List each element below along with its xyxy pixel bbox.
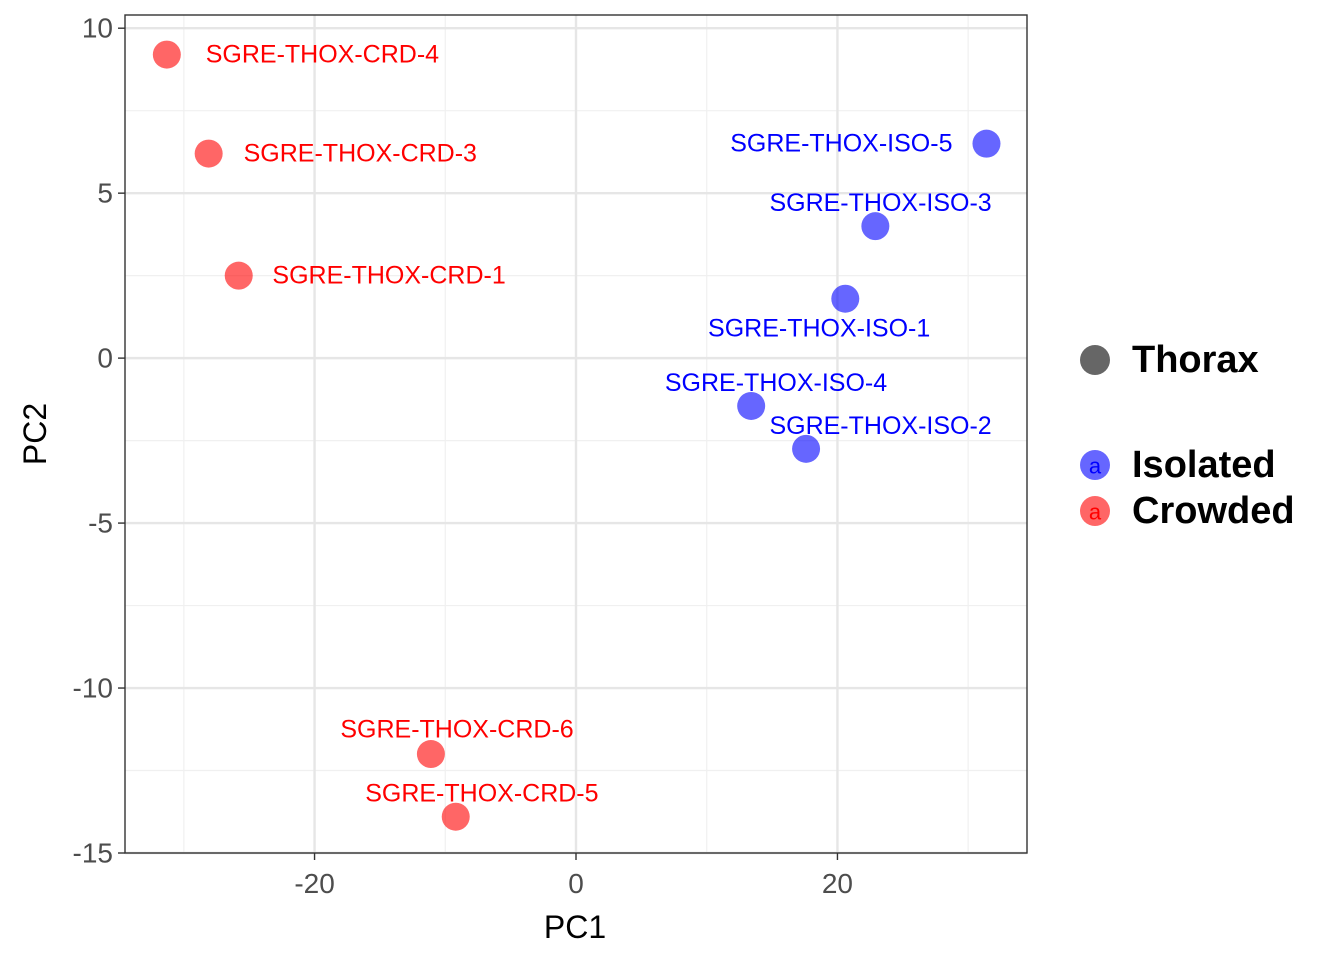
y-tick-label-10: 10 — [82, 13, 113, 44]
point-label-sgre-thox-crd-6: SGRE-THOX-CRD-6 — [340, 715, 573, 743]
y-tick-label-0: 0 — [97, 343, 113, 374]
point-label-sgre-thox-crd-3: SGRE-THOX-CRD-3 — [244, 140, 477, 168]
y-axis-title: PC2 — [17, 403, 53, 465]
y-tick-label-10: -10 — [73, 673, 113, 704]
point-sgre-thox-iso-3 — [861, 212, 890, 241]
legend-label-isolated: Isolated — [1132, 444, 1276, 486]
x-tick-label-0: 0 — [568, 868, 584, 899]
x-tick-label-20: 20 — [822, 868, 853, 899]
legend-key-glyph-isolated: a — [1089, 454, 1102, 479]
point-label-sgre-thox-iso-2: SGRE-THOX-ISO-2 — [769, 412, 991, 440]
point-label-sgre-thox-iso-3: SGRE-THOX-ISO-3 — [769, 189, 991, 217]
point-label-sgre-thox-crd-1: SGRE-THOX-CRD-1 — [272, 262, 505, 290]
legend-key-glyph-crowded: a — [1089, 500, 1102, 525]
point-label-sgre-thox-crd-4: SGRE-THOX-CRD-4 — [206, 41, 439, 69]
axes: PC1 PC2 -20 0 20 10 5 0 -5 -10 -15 — [17, 13, 853, 945]
legend-key-isolated — [1080, 450, 1110, 480]
point-sgre-thox-iso-2 — [792, 434, 821, 463]
x-axis-title: PC1 — [544, 909, 606, 945]
point-sgre-thox-crd-4 — [152, 40, 181, 69]
point-label-sgre-thox-iso-5: SGRE-THOX-ISO-5 — [730, 130, 952, 158]
point-sgre-thox-crd-1 — [224, 261, 253, 290]
legend: Thorax a Isolated a Crowded — [1080, 339, 1295, 532]
point-label-sgre-thox-iso-4: SGRE-THOX-ISO-4 — [665, 369, 887, 397]
y-tick-label-15: -15 — [73, 838, 113, 869]
point-label-sgre-thox-crd-5: SGRE-THOX-CRD-5 — [365, 780, 598, 808]
point-labels: SGRE-THOX-ISO-5 SGRE-THOX-ISO-3 SGRE-THOX-… — [206, 41, 992, 808]
y-tick-label-5: 5 — [97, 178, 113, 209]
x-tick-label-20: -20 — [294, 868, 334, 899]
point-sgre-thox-crd-3 — [194, 139, 223, 168]
point-sgre-thox-iso-1 — [831, 284, 860, 313]
data-points — [152, 40, 1001, 831]
point-sgre-thox-iso-5 — [972, 129, 1001, 158]
point-sgre-thox-crd-5 — [441, 802, 470, 831]
point-sgre-thox-iso-4 — [737, 391, 766, 420]
point-label-sgre-thox-iso-1: SGRE-THOX-ISO-1 — [708, 314, 930, 342]
legend-key-thorax — [1080, 345, 1110, 375]
legend-key-crowded — [1080, 496, 1110, 526]
legend-label-thorax: Thorax — [1132, 339, 1259, 381]
gridlines — [125, 15, 1027, 855]
y-tick-label-5: -5 — [88, 508, 113, 539]
point-sgre-thox-crd-6 — [416, 740, 445, 769]
legend-label-crowded: Crowded — [1132, 490, 1295, 532]
